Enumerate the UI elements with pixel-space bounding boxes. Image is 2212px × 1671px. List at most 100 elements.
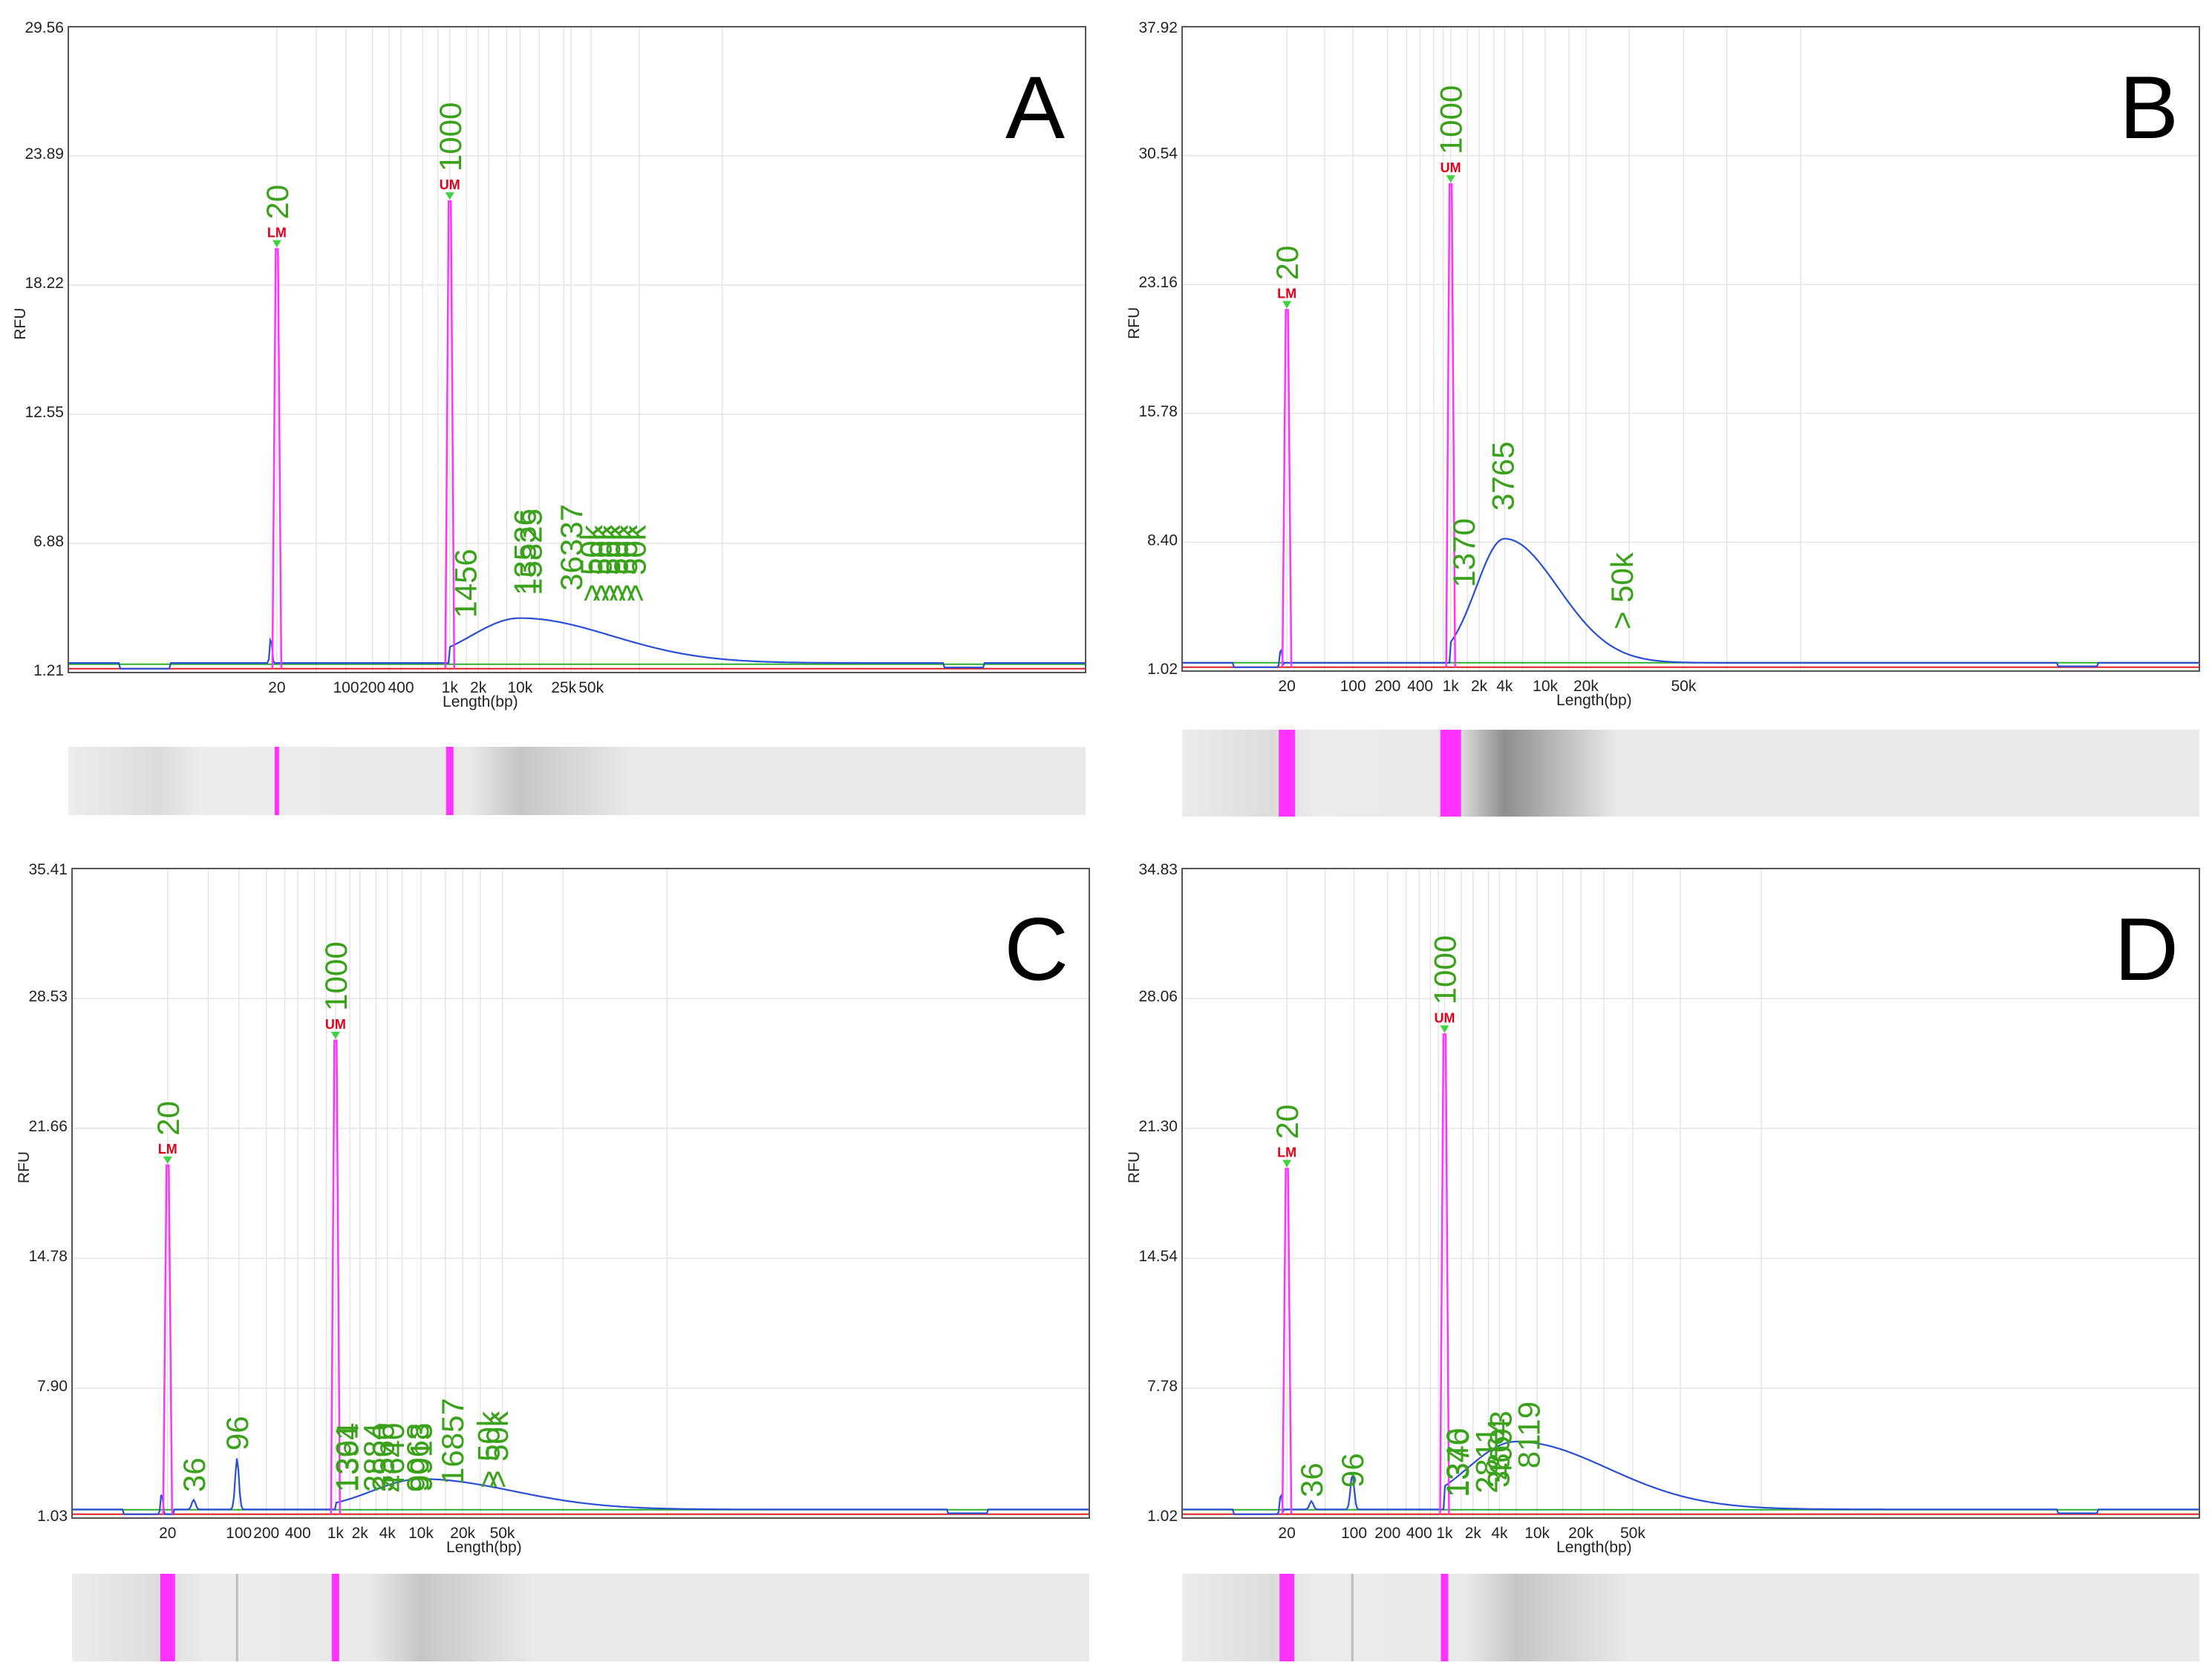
lower-marker-tag: LM xyxy=(1277,1145,1296,1160)
peak-label: > 50k xyxy=(480,1410,515,1488)
x-tick-label: 20 xyxy=(1278,1525,1295,1542)
gel-band-small xyxy=(235,1574,238,1661)
peak-label: 3765 xyxy=(1485,442,1520,511)
lower-marker-size-label: 20 xyxy=(260,185,295,220)
peak-label: 16857 xyxy=(435,1398,470,1485)
peak-label: 8119 xyxy=(1512,1402,1547,1468)
upper-marker-tag: UM xyxy=(440,177,460,192)
x-tick-label: 20k xyxy=(1573,678,1599,695)
upper-marker-tag: UM xyxy=(325,1017,346,1032)
x-axis-label: Length(bp) xyxy=(1556,1539,1632,1556)
x-tick-label: 4k xyxy=(1496,678,1513,695)
peak-label: 36 xyxy=(1294,1462,1329,1497)
x-tick-label: 10k xyxy=(1533,678,1558,695)
gel-lane xyxy=(1182,1574,2199,1661)
y-axis-label: RFU xyxy=(12,308,29,340)
upper-marker-size-label: 1000 xyxy=(319,941,353,1010)
panel-B: 1.02 8.40 15.78 23.16 30.54 37.92 20 100 200 400 1… xyxy=(1126,19,2200,817)
y-tick-label: 28.53 xyxy=(28,988,68,1005)
gel-band-upper-marker xyxy=(1440,730,1461,817)
sample-trace xyxy=(68,617,1086,670)
x-tick-label: 200 xyxy=(1374,678,1400,695)
plot-area xyxy=(1182,869,2199,1518)
gel-band-upper-marker xyxy=(1441,1574,1449,1661)
x-tick-label: 2k xyxy=(352,1525,369,1542)
lower-marker-arrow xyxy=(272,240,281,248)
y-tick-label: 8.40 xyxy=(1147,532,1178,549)
panel-letter: B xyxy=(2119,58,2179,157)
x-tick-label: 400 xyxy=(1406,1525,1432,1542)
upper-marker-peak xyxy=(1439,1033,1450,1514)
x-tick-label: 1k xyxy=(327,1525,345,1542)
upper-marker-tag: UM xyxy=(1441,160,1461,175)
y-tick-label: 7.90 xyxy=(37,1378,68,1395)
upper-marker-peak xyxy=(444,200,455,669)
upper-marker-size-label: 1000 xyxy=(1434,85,1469,154)
panel-letter: C xyxy=(1004,900,1069,999)
peak-label: 1370 xyxy=(1446,518,1481,587)
gel-lane xyxy=(68,747,1086,815)
panel-C: 1.03 7.90 14.78 21.66 28.53 35.41 20 100 200 400 1… xyxy=(16,861,1090,1661)
peak-label: 36 xyxy=(177,1457,212,1492)
y-axis-label: RFU xyxy=(1126,1151,1143,1183)
x-tick-label: 2k xyxy=(470,679,487,696)
x-tick-label: 200 xyxy=(253,1525,279,1542)
plot-frame xyxy=(68,26,1086,673)
upper-marker-peak xyxy=(330,1039,342,1514)
peak-label: 9913 xyxy=(403,1423,438,1492)
y-axis-label: RFU xyxy=(1126,307,1143,339)
peak-label: 96 xyxy=(220,1416,255,1451)
peak-label: > 50k xyxy=(592,524,627,602)
x-tick-label: 10k xyxy=(408,1525,434,1542)
lower-marker-arrow xyxy=(1282,1160,1292,1168)
x-tick-label: 10k xyxy=(1524,1525,1550,1542)
peak-label: > 50k xyxy=(574,524,609,602)
x-tick-label: 400 xyxy=(285,1525,311,1542)
peak-label: 15825 xyxy=(514,509,549,595)
y-axis-label: RFU xyxy=(16,1151,33,1183)
y-tick-label: 6.88 xyxy=(33,533,64,550)
peak-label: 3864 xyxy=(1481,1419,1516,1488)
upper-marker-peak xyxy=(1445,183,1456,667)
x-tick-label: 20 xyxy=(268,679,285,696)
y-tick-label: 21.66 xyxy=(28,1118,68,1135)
upper-marker-arrow xyxy=(1440,1025,1449,1033)
peak-label: > 50k xyxy=(600,524,635,602)
x-tick-label: 100 xyxy=(1340,678,1366,695)
x-axis-label: Length(bp) xyxy=(1556,692,1632,709)
y-tick-label: 12.55 xyxy=(25,404,64,421)
peak-label: 1361 xyxy=(329,1423,364,1492)
x-tick-label: 4k xyxy=(379,1525,397,1542)
lower-marker-peak xyxy=(271,248,283,669)
x-axis-label: Length(bp) xyxy=(443,693,518,710)
gel-band-lower-marker xyxy=(1279,1574,1295,1661)
gel-lane xyxy=(1182,730,2199,817)
peak-label: 9068 xyxy=(400,1423,435,1492)
y-tick-label: 1.21 xyxy=(33,662,64,679)
panel-letter: A xyxy=(1005,58,1065,157)
gel-lane xyxy=(72,1574,1089,1661)
y-tick-label: 7.78 xyxy=(1147,1378,1178,1395)
x-tick-label: 400 xyxy=(1407,678,1433,695)
x-tick-label: 100 xyxy=(1341,1525,1367,1542)
peak-label: > 50k xyxy=(618,524,653,602)
peak-label: 1394 xyxy=(330,1423,365,1492)
plot-area xyxy=(72,869,1089,1518)
gel-band-upper-marker xyxy=(446,747,454,815)
x-tick-label: 1k xyxy=(442,679,459,696)
upper-marker-arrow xyxy=(445,192,454,200)
x-tick-label: 4k xyxy=(1491,1525,1508,1542)
peak-label: 1456 xyxy=(448,549,483,618)
x-tick-label: 100 xyxy=(333,679,359,696)
upper-marker-arrow xyxy=(330,1031,340,1039)
lower-marker-size-label: 20 xyxy=(1270,1105,1305,1139)
y-tick-label: 29.56 xyxy=(25,19,64,36)
sample-trace xyxy=(1182,537,2199,668)
x-tick-label: 2k xyxy=(1465,1525,1482,1542)
gel-band-lower-marker xyxy=(160,1574,175,1661)
peak-label: 2884 xyxy=(357,1423,392,1492)
gel-band-lower-marker xyxy=(274,747,279,815)
plot-area xyxy=(68,27,1086,673)
x-tick-label: 50k xyxy=(1671,678,1696,695)
